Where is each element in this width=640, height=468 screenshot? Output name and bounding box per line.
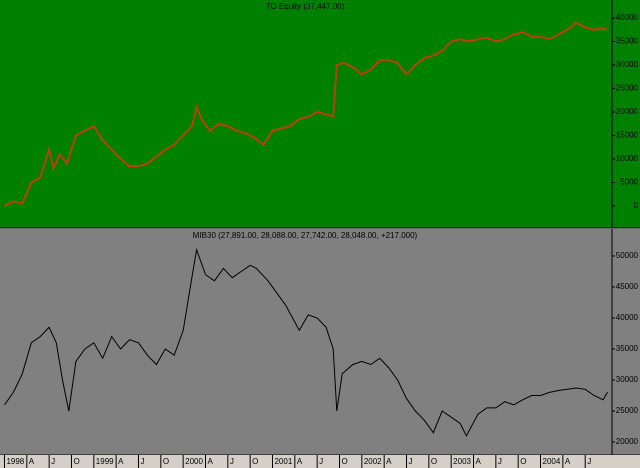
y-tick-label: 45000 — [616, 282, 639, 291]
pane — [0, 229, 640, 455]
x-tick-label: A — [565, 457, 571, 466]
x-tick-label: O — [163, 457, 169, 466]
y-tick-label: 5000 — [620, 178, 638, 187]
x-tick-label: 2004 — [543, 457, 561, 466]
x-tick-label: A — [29, 457, 35, 466]
x-tick-label: J — [409, 457, 413, 466]
x-tick-label: 2000 — [185, 457, 203, 466]
x-tick-label: J — [319, 457, 323, 466]
y-tick-label: 40000 — [616, 313, 639, 322]
x-tick-label: A — [297, 457, 303, 466]
x-tick-label: O — [520, 457, 526, 466]
y-tick-label: 25000 — [616, 406, 639, 415]
x-tick-label: J — [51, 457, 55, 466]
y-tick-label: 30000 — [616, 375, 639, 384]
y-tick-label: 20000 — [616, 437, 639, 446]
chart-title: MIB30 (27,891.00, 28,088.00, 27,742.00, … — [193, 231, 418, 240]
y-tick-label: 0 — [634, 201, 639, 210]
y-tick-label: 25000 — [616, 84, 639, 93]
series-line — [4, 21, 608, 207]
x-tick-label: J — [587, 457, 591, 466]
x-tick-label: 1998 — [6, 457, 24, 466]
y-tick-label: 30000 — [616, 60, 639, 69]
y-tick-label: 35000 — [616, 37, 639, 46]
x-tick-label: A — [118, 457, 124, 466]
x-tick-label: O — [431, 457, 437, 466]
y-tick-label: 10000 — [616, 154, 639, 163]
x-tick-label: A — [386, 457, 392, 466]
x-tick-label: A — [207, 457, 213, 466]
x-tick-label: O — [342, 457, 348, 466]
y-tick-label: 15000 — [616, 131, 639, 140]
series-line — [4, 247, 608, 437]
x-tick-label: 2002 — [364, 457, 382, 466]
y-tick-label: 20000 — [616, 107, 639, 116]
x-tick-label: J — [140, 457, 144, 466]
x-tick-label: J — [498, 457, 502, 466]
x-tick-label: O — [252, 457, 258, 466]
x-tick-label: O — [73, 457, 79, 466]
y-tick-label: 40000 — [616, 13, 639, 22]
chart-title: TO Equity (37,447.00) — [266, 2, 345, 11]
y-tick-label: 50000 — [616, 251, 639, 260]
x-tick-label: 2003 — [453, 457, 471, 466]
x-axis — [0, 455, 640, 468]
x-tick-label: 2001 — [274, 457, 292, 466]
x-tick-label: 1999 — [96, 457, 114, 466]
x-tick-label: A — [476, 457, 482, 466]
x-tick-label: J — [230, 457, 234, 466]
y-tick-label: 35000 — [616, 344, 639, 353]
pane — [0, 0, 640, 228]
